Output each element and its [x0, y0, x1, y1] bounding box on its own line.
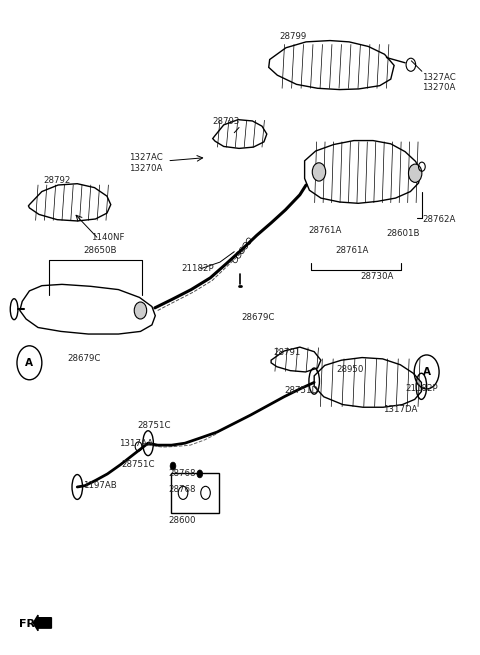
Text: 28601B: 28601B	[386, 229, 420, 238]
Text: 28792: 28792	[44, 176, 71, 185]
Circle shape	[408, 164, 422, 182]
Text: 28791: 28791	[273, 348, 300, 357]
Text: 28762A: 28762A	[423, 215, 456, 224]
Text: 28950: 28950	[336, 365, 364, 374]
Text: 28650B: 28650B	[83, 246, 117, 255]
Circle shape	[134, 302, 147, 319]
Text: 1140NF: 1140NF	[91, 233, 124, 242]
Text: A: A	[423, 367, 431, 377]
Circle shape	[197, 470, 203, 478]
Text: 28730A: 28730A	[360, 272, 394, 281]
Text: 1327AC
13270A: 1327AC 13270A	[129, 153, 163, 173]
Text: 21182P: 21182P	[405, 384, 438, 394]
Text: 28768: 28768	[168, 470, 195, 478]
Text: 28679C: 28679C	[68, 354, 101, 364]
Text: 28679C: 28679C	[241, 312, 275, 322]
FancyArrow shape	[33, 615, 51, 631]
Text: 21182P: 21182P	[181, 264, 214, 273]
Text: 28799: 28799	[279, 32, 306, 41]
Polygon shape	[269, 41, 394, 90]
Text: FR.: FR.	[19, 620, 39, 629]
Polygon shape	[213, 120, 267, 149]
Text: 1317DA: 1317DA	[383, 405, 417, 414]
Text: 28600: 28600	[168, 516, 195, 525]
Circle shape	[170, 462, 176, 470]
Text: A: A	[25, 358, 34, 368]
Polygon shape	[305, 141, 421, 203]
Text: 1327AC
13270A: 1327AC 13270A	[422, 73, 456, 92]
Circle shape	[312, 163, 325, 181]
Text: 28761A: 28761A	[308, 226, 341, 235]
Text: 1317AA: 1317AA	[120, 440, 154, 448]
Polygon shape	[271, 347, 321, 372]
Text: 28751C: 28751C	[137, 421, 170, 430]
Text: 1197AB: 1197AB	[83, 481, 117, 490]
Polygon shape	[20, 284, 156, 334]
Polygon shape	[314, 358, 421, 407]
Polygon shape	[28, 183, 111, 221]
Bar	[171, 473, 219, 513]
Text: 28761A: 28761A	[336, 246, 369, 255]
Text: 28793: 28793	[212, 117, 240, 126]
Text: 28751C: 28751C	[121, 460, 155, 469]
Text: 28751D: 28751D	[284, 386, 318, 395]
Text: 28768: 28768	[168, 485, 195, 494]
